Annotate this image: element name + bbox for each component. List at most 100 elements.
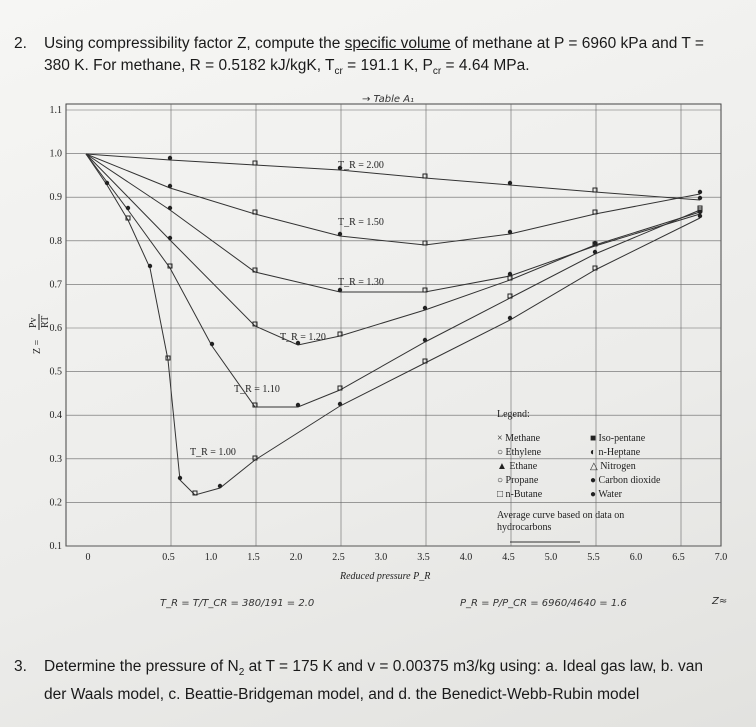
question-text: Determine the pressure of N [44,658,239,675]
question-text: 380 K. For methane, R = 0.5182 kJ/kgK, T [44,57,335,74]
data-point [507,229,513,235]
handwritten-note: → Table A₁ [362,94,414,105]
handwriting: → Table A₁ T_R = T/T_CR = 380/191 = 2.0 … [160,94,727,609]
curves [85,153,703,496]
data-point [104,180,110,186]
handwritten-note: Z≈ [711,596,727,607]
legend-item: □ n-Butane [497,489,543,500]
legend-item: ● Water [590,489,623,500]
data-point [422,337,428,343]
x-tick-label: 3.5 [417,552,430,563]
data-point [507,271,513,277]
data-point [507,180,513,186]
legend-item: ○ Propane [497,475,539,486]
x-tick-label: 3.0 [375,552,388,563]
curve-label: T_R = 1.50 [338,217,384,228]
legend-items: × Methane ■ Iso-pentane ○ Ethylene ◐ n-Hept… [497,433,661,500]
question-text: = 4.64 MPa. [441,57,530,74]
question-number: 2. [14,35,27,52]
data-point [592,209,598,215]
y-axis-label-text: Z = [32,339,43,354]
data-point [252,267,258,273]
data-point [177,475,183,481]
y-tick-label: 0.1 [50,541,63,552]
x-tick-label: 5.0 [545,552,558,563]
handwritten-note: P_R = P/P_CR = 6960/4640 = 1.6 [460,598,627,609]
data-point [592,249,598,255]
legend-title: Legend: [497,409,530,420]
y-tick-label: 0.6 [50,323,63,334]
x-tick-label: 6.5 [672,552,685,563]
data-point [167,205,173,211]
data-point [192,490,198,496]
data-point [592,187,598,193]
legend-item: ■ Iso-pentane [590,433,646,444]
data-point [337,331,343,337]
data-point [252,455,258,461]
data-point [295,340,301,346]
data-point [697,195,703,201]
data-point [507,315,513,321]
legend-item: △ Nitrogen [590,461,636,472]
data-point [337,165,343,171]
y-tick-label: 1.1 [50,105,63,116]
x-tick-label: 2.0 [290,552,303,563]
x-tick-label: 0.5 [162,552,175,563]
subscript: cr [334,66,343,78]
data-point [697,189,703,195]
data-point [252,209,258,215]
x-axis-label: Reduced pressure P_R [339,571,430,582]
y-tick-label: 0.8 [50,236,63,247]
data-point [125,205,131,211]
y-tick-label: 0.4 [50,410,63,421]
data-point [295,402,301,408]
data-point [125,215,131,221]
data-point [422,305,428,311]
question-text: = 191.1 K, P [342,57,433,74]
data-point [167,155,173,161]
question-text: at T = 175 K and v = 0.00375 m3/kg using… [244,658,703,675]
question-text: Using compressibility factor Z, compute … [44,35,345,52]
x-tick-label: 4.0 [460,552,473,563]
question-2: 2. Using compressibility factor Z, comput… [14,33,704,83]
x-tick-label: 4.5 [502,552,515,563]
data-point [167,235,173,241]
data-point [209,341,215,347]
isotherm-curve [85,153,701,201]
question-3: 3. Determine the pressure of N2 at T = 17… [14,656,703,706]
y-axis-label-den: RT [40,316,51,328]
data-point [147,263,153,269]
y-axis-label-num: Pv [28,317,39,328]
data-point [592,240,598,246]
data-point [337,287,343,293]
legend-note: hydrocarbons [497,522,552,533]
isotherm-curve [85,153,701,408]
x-tick-label: 7.0 [715,552,728,563]
subscript: cr [432,66,442,78]
x-tick-label: 2.5 [332,552,345,563]
data-point [167,183,173,189]
data-point [507,275,513,281]
data-point [697,213,703,219]
x-tick-label: 5.5 [587,552,600,563]
handwritten-note: T_R = T/T_CR = 380/191 = 2.0 [160,598,314,609]
y-tick-label: 0.3 [50,454,63,465]
data-point [422,358,428,364]
curve-label: T_R = 1.00 [190,447,236,458]
curve-label: T_R = 2.00 [338,160,384,171]
legend-item: ▲ Ethane [497,461,538,472]
data-point [337,385,343,391]
data-point [422,173,428,179]
data-point [165,355,171,361]
question-number: 3. [14,658,27,675]
data-point [507,293,513,299]
data-point [337,231,343,237]
isotherm-curve [85,153,701,246]
x-tick-label: 1.0 [205,552,218,563]
legend-item: ○ Ethylene [497,447,542,458]
curve-labels: T_R = 2.00 T_R = 1.50 T_R = 1.30 T_R = 1.20… [190,160,384,458]
legend: Legend: × Methane ■ Iso-pentane ○ Ethylene… [497,409,661,543]
curve-label: T_R = 1.10 [234,384,280,395]
